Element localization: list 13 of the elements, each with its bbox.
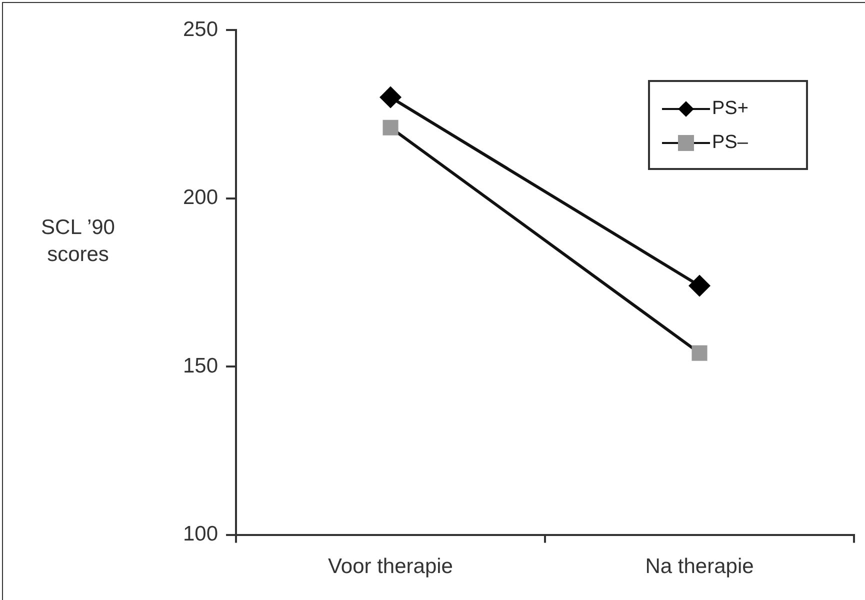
point bbox=[380, 86, 402, 108]
point bbox=[692, 345, 708, 361]
y-tick-label: 150 bbox=[182, 354, 218, 378]
x-tick-label: Na therapie bbox=[645, 555, 754, 578]
y-tick-label: 200 bbox=[182, 186, 218, 210]
point bbox=[688, 274, 711, 297]
y-tick-label: 100 bbox=[182, 522, 218, 546]
point bbox=[382, 120, 398, 136]
y-axis-title: SCL ’90 scores bbox=[40, 215, 116, 268]
y-tick-label: 250 bbox=[182, 18, 218, 41]
legend-label: PS+ bbox=[712, 98, 748, 120]
x-tick-label: Voor therapie bbox=[328, 555, 453, 578]
legend-label: PS– bbox=[712, 132, 748, 154]
